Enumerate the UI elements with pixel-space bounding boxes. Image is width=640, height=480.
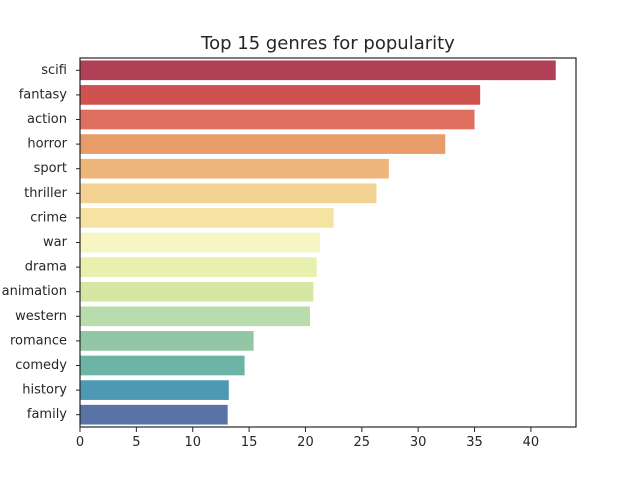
bar-thriller: [80, 183, 377, 204]
x-tick-label-35: 35: [466, 435, 483, 450]
y-tick-label-history: history: [22, 383, 67, 398]
y-tick-label-sport: sport: [34, 161, 67, 176]
bar-sport: [80, 158, 389, 179]
bar-history: [80, 380, 229, 400]
x-tick-label-40: 40: [523, 435, 540, 450]
x-tick-label-5: 5: [132, 435, 140, 450]
y-tick-label-romance: romance: [10, 333, 67, 348]
bar-western: [80, 306, 310, 327]
y-tick-label-war: war: [43, 235, 68, 250]
bar-war: [80, 232, 321, 253]
x-tick-label-30: 30: [410, 435, 427, 450]
x-tick-label-20: 20: [297, 435, 314, 450]
bar-fantasy: [80, 85, 481, 105]
bar-romance: [80, 331, 254, 351]
y-tick-label-action: action: [27, 112, 67, 127]
bar-scifi: [80, 60, 556, 81]
bars-group: [80, 60, 556, 425]
y-tick-label-drama: drama: [25, 260, 67, 275]
bar-action: [80, 109, 475, 130]
y-tick-label-crime: crime: [30, 210, 67, 225]
x-ticks: 0 5 10 15 20 25 30 35 40: [76, 427, 539, 450]
bar-horror: [80, 134, 446, 154]
bar-crime: [80, 208, 334, 228]
y-tick-label-animation: animation: [2, 284, 67, 299]
y-tick-label-thriller: thriller: [24, 186, 68, 201]
y-tick-label-comedy: comedy: [15, 358, 67, 373]
y-tick-label-family: family: [27, 407, 67, 422]
y-tick-label-horror: horror: [27, 137, 67, 152]
y-tick-label-scifi: scifi: [41, 63, 67, 78]
x-tick-label-10: 10: [184, 435, 201, 450]
y-tick-label-fantasy: fantasy: [19, 87, 68, 102]
bar-family: [80, 404, 228, 425]
x-tick-label-0: 0: [76, 435, 84, 450]
y-tick-labels: scifi fantasy action horror sport thriller cri…: [2, 63, 80, 422]
plot-frame: [79, 57, 577, 428]
chart-title: Top 15 genres for popularity: [200, 33, 455, 54]
bar-drama: [80, 257, 317, 277]
x-tick-label-25: 25: [354, 435, 371, 450]
bar-animation: [80, 281, 314, 302]
bar-comedy: [80, 355, 245, 376]
y-tick-label-western: western: [15, 309, 67, 324]
x-tick-label-15: 15: [241, 435, 258, 450]
